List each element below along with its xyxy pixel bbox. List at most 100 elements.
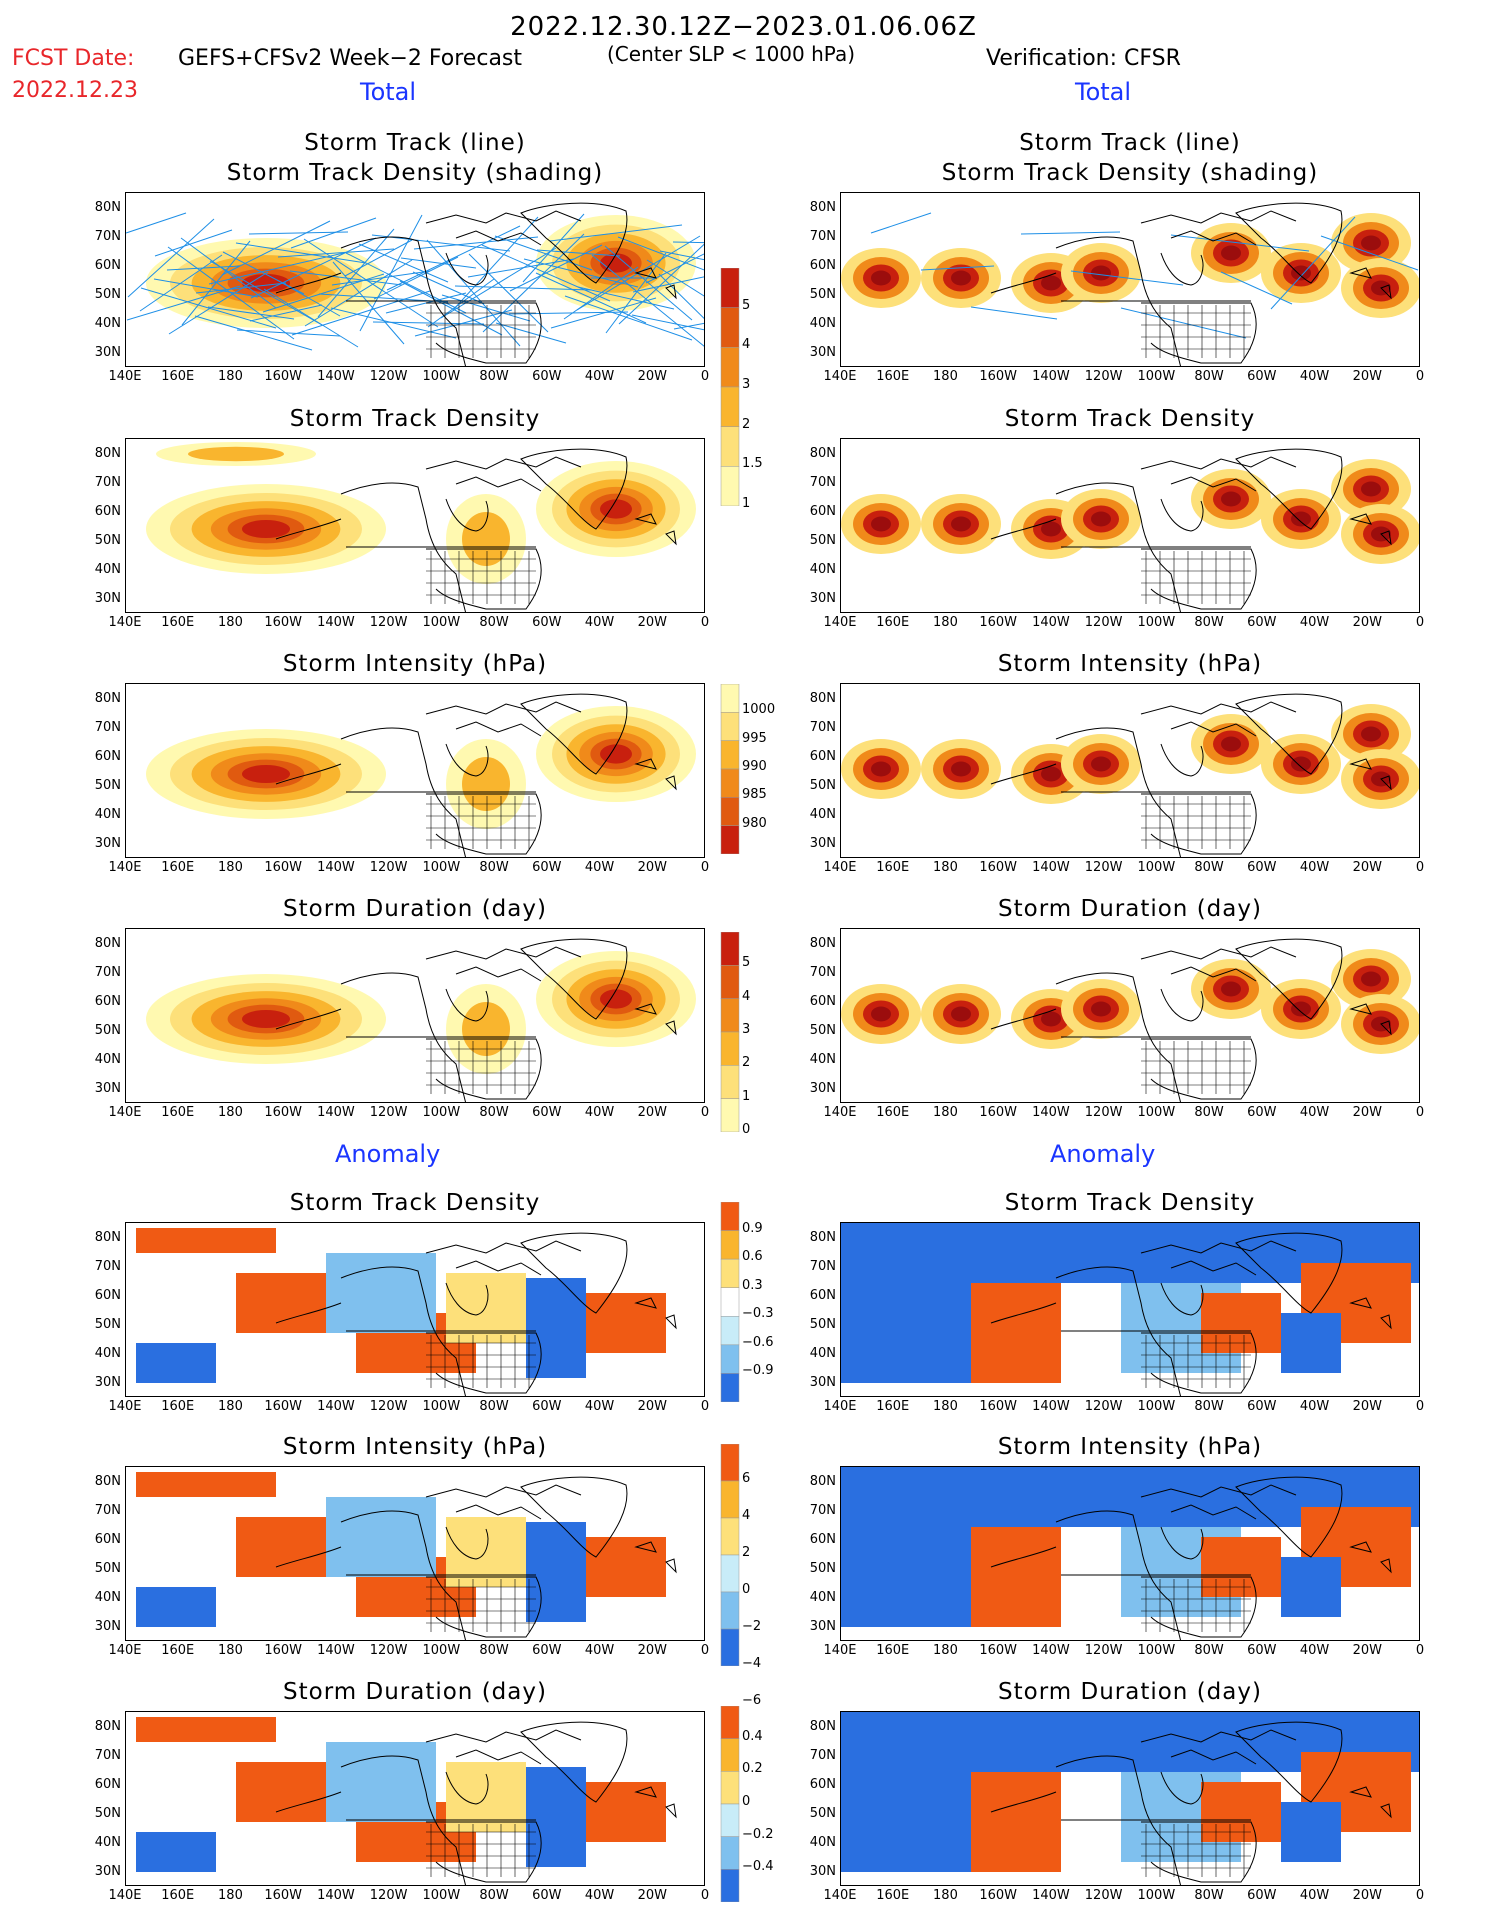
lon-tick-label: 120W (369, 1105, 408, 1120)
lon-tick-label: 100W (422, 1105, 461, 1120)
colorbar-tick-label: −0.9 (742, 1363, 774, 1379)
colorbar-tick-label: 0.2 (742, 1761, 763, 1777)
colorbar-tick-label: 5 (742, 955, 751, 971)
lon-tick-label: 160W (264, 1399, 302, 1414)
map-plot (841, 202, 1419, 366)
lon-tick-label: 160E (876, 369, 910, 384)
colorbar-tick-label: 1 (742, 496, 751, 511)
lon-tick-label: 140E (823, 1399, 857, 1414)
lon-tick-label: 60W (532, 369, 562, 384)
lat-tick-label: 80N (809, 691, 836, 706)
lon-tick-label: 20W (637, 1888, 667, 1903)
colorbar-density-total: 5 4 3 2 1.5 1 (720, 267, 810, 511)
lon-tick-label: 120W (369, 1643, 408, 1658)
lon-tick-label: 40W (1299, 369, 1330, 384)
lat-tick-label: 60N (94, 1777, 121, 1792)
lon-tick-label: 80W (1194, 1105, 1224, 1120)
lat-tick-label: 60N (94, 749, 121, 764)
lat-tick-label: 80N (809, 1474, 836, 1489)
lat-tick-label: 70N (94, 720, 121, 735)
lon-tick-label: 180 (218, 615, 243, 630)
map-panel (125, 1222, 705, 1397)
lon-tick-label: 140W (1032, 369, 1070, 384)
lon-tick-label: 0 (700, 1888, 710, 1903)
colorbar-tick-label: 1 (742, 1088, 751, 1104)
lon-tick-label: 120W (369, 615, 408, 630)
panel-title: Storm Track Density (1004, 406, 1256, 432)
lon-tick-label: 80W (1194, 860, 1224, 875)
lat-tick-label: 40N (94, 1590, 121, 1605)
lon-tick-label: 160E (876, 1643, 910, 1658)
lat-tick-label: 50N (94, 1023, 121, 1038)
map-plot (146, 442, 696, 612)
lon-tick-label: 0 (700, 1399, 710, 1414)
lon-tick-label: 60W (532, 860, 562, 875)
lat-tick-label: 70N (94, 475, 121, 490)
colorbar-tick-label: 980 (742, 815, 767, 831)
panel-title: Storm Track Density (shading) (226, 160, 604, 186)
lon-tick-label: 160W (979, 1888, 1017, 1903)
lon-tick-label: 120W (369, 369, 408, 384)
map-plot (136, 1228, 677, 1396)
lon-tick-label: 140E (823, 860, 857, 875)
map-plot (841, 1712, 1419, 1885)
lon-tick-label: 80W (479, 1643, 509, 1658)
lon-tick-label: 160W (979, 1105, 1017, 1120)
lon-tick-label: 160W (979, 1643, 1017, 1658)
colorbar-tick-label: 0 (742, 1122, 751, 1137)
lat-tick-label: 60N (94, 1288, 121, 1303)
lon-tick-label: 80W (479, 1888, 509, 1903)
colorbar-intensity-anom: 6 4 2 0 −2 −4 −6 (720, 1443, 810, 1708)
map-panel (125, 683, 705, 858)
lat-tick-label: 30N (94, 1619, 121, 1634)
lat-tick-label: 80N (94, 936, 121, 951)
lon-tick-label: 0 (1415, 1399, 1425, 1414)
map-plot (136, 1472, 677, 1640)
lat-tick-label: 60N (809, 258, 836, 273)
lon-tick-label: 20W (1352, 615, 1382, 630)
lon-tick-label: 120W (1084, 1105, 1123, 1120)
colorbar-tick-label: 2 (742, 1055, 751, 1071)
lon-tick-label: 140E (823, 1643, 857, 1658)
panel-title: Storm Track Density (shading) (941, 160, 1319, 186)
lat-tick-label: 40N (809, 1052, 836, 1067)
lon-tick-label: 120W (369, 1888, 408, 1903)
lon-tick-label: 0 (1415, 369, 1425, 384)
lat-tick-label: 50N (94, 1561, 121, 1576)
lon-tick-label: 60W (532, 1399, 562, 1414)
lat-tick-label: 70N (94, 1259, 121, 1274)
lat-tick-label: 50N (94, 287, 121, 302)
lon-tick-label: 0 (700, 860, 710, 875)
lon-tick-label: 20W (637, 860, 667, 875)
lat-tick-label: 30N (809, 1619, 836, 1634)
lat-tick-label: 70N (94, 1748, 121, 1763)
lat-tick-label: 50N (809, 533, 836, 548)
lat-tick-label: 80N (94, 446, 121, 461)
lon-tick-label: 80W (1194, 1643, 1224, 1658)
colorbar-tick-label: 1.5 (742, 456, 763, 472)
lon-tick-label: 0 (1415, 860, 1425, 875)
map-panel (125, 1466, 705, 1641)
colorbar-intensity-total: 1000 995 990 985 980 (720, 683, 810, 855)
lat-tick-label: 40N (94, 1052, 121, 1067)
colorbar-tick-label: 0.4 (742, 1728, 763, 1744)
lat-tick-label: 60N (809, 504, 836, 519)
lon-tick-label: 140W (317, 1888, 355, 1903)
colorbar-tick-label: −2 (742, 1619, 762, 1634)
lon-tick-label: 140E (823, 369, 857, 384)
model-label: GEFS+CFSv2 Week−2 Forecast (178, 46, 523, 71)
map-panel (125, 1711, 705, 1886)
lat-tick-label: 30N (809, 836, 836, 851)
colorbar-tick-label: 0.6 (742, 1249, 763, 1265)
lon-tick-label: 60W (1247, 1105, 1277, 1120)
lon-tick-label: 60W (1247, 615, 1277, 630)
lon-tick-label: 80W (1194, 615, 1224, 630)
map-panel (125, 438, 705, 613)
lon-tick-label: 120W (1084, 615, 1123, 630)
lon-tick-label: 20W (1352, 1399, 1382, 1414)
lon-tick-label: 160W (979, 615, 1017, 630)
lon-tick-label: 40W (584, 1643, 615, 1658)
colorbar-tick-label: 4 (742, 337, 751, 353)
lon-tick-label: 180 (933, 1105, 958, 1120)
panel-title: Storm Duration (day) (283, 896, 547, 922)
